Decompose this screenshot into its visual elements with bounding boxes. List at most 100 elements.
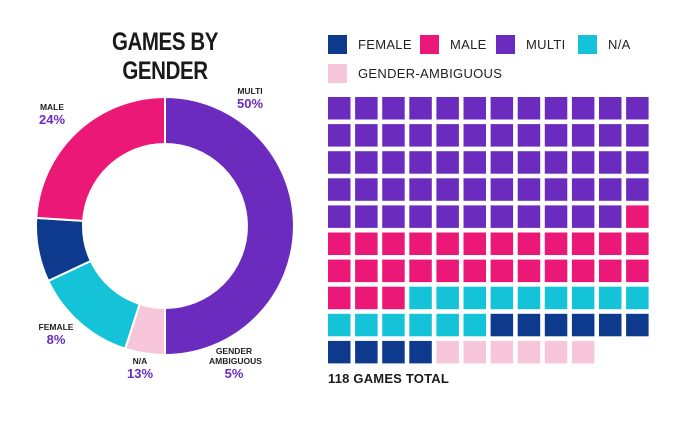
- waffle-cell-multi: [544, 151, 568, 174]
- donut-label-na-pct: 13%: [126, 366, 154, 381]
- donut-label-na: N/A 13%: [124, 356, 156, 381]
- waffle-cell-multi: [517, 151, 541, 174]
- legend-swatch-gender-ambiguous: [328, 63, 347, 83]
- waffle-cell-multi: [355, 178, 378, 201]
- waffle-cell-male: [328, 232, 351, 255]
- waffle-cell-multi: [544, 97, 568, 120]
- waffle-cell-multi: [517, 178, 541, 201]
- waffle-cell-gender-ambiguous: [436, 340, 459, 364]
- waffle-cell-male: [626, 259, 649, 283]
- waffle-cell-multi: [571, 124, 595, 147]
- waffle-cell-multi: [571, 97, 595, 120]
- legend-item-na: N/A: [578, 34, 631, 54]
- waffle-cell-multi: [436, 151, 459, 174]
- legend-item-gender-ambiguous: GENDER-AMBIGUOUS: [328, 63, 502, 83]
- donut-label-multi-name: MULTI: [237, 86, 263, 96]
- waffle-cell-multi: [599, 124, 622, 147]
- donut-label-na-name: N/A: [132, 356, 148, 366]
- waffle-cell-multi: [626, 178, 649, 201]
- waffle-cell-multi: [490, 97, 514, 120]
- waffle-cell-multi: [328, 205, 351, 228]
- waffle-cell-male: [409, 232, 432, 255]
- waffle-cell-multi: [490, 205, 514, 228]
- waffle-cell-multi: [463, 124, 486, 147]
- waffle-cell-male: [382, 259, 405, 283]
- waffle-cell-n-a: [409, 286, 432, 310]
- donut-label-female: FEMALE 8%: [34, 322, 78, 347]
- legend-swatch-na: [578, 34, 597, 54]
- donut-slice-multi: [164, 95, 295, 357]
- waffle-cell-male: [355, 259, 378, 283]
- waffle-cell-female: [571, 313, 595, 337]
- waffle-cell-multi: [626, 124, 649, 147]
- waffle-cell-multi: [436, 205, 459, 228]
- waffle-cell-male: [517, 232, 541, 255]
- waffle-cell-multi: [599, 178, 622, 201]
- legend-label-gender-ambiguous: GENDER-AMBIGUOUS: [358, 65, 503, 81]
- waffle-cell-female: [328, 340, 351, 364]
- waffle-cell-multi: [571, 151, 595, 174]
- legend-label-female: FEMALE: [358, 36, 412, 52]
- waffle-cell-multi: [544, 124, 568, 147]
- legend-label-na: N/A: [608, 36, 631, 52]
- waffle-cell-multi: [382, 124, 405, 147]
- donut-label-male-name: MALE: [39, 102, 65, 112]
- waffle-cell-multi: [571, 178, 595, 201]
- waffle-cell-female: [355, 340, 378, 364]
- waffle-cell-male: [463, 259, 486, 283]
- waffle-cell-multi: [490, 124, 514, 147]
- waffle-cell-male: [571, 259, 595, 283]
- waffle-cell-multi: [571, 205, 595, 228]
- legend-label-multi: MULTI: [526, 36, 566, 52]
- waffle-cell-multi: [626, 151, 649, 174]
- legend-swatch-multi: [496, 34, 515, 54]
- legend-item-female: FEMALE: [328, 34, 412, 54]
- waffle-cell-multi: [328, 124, 351, 147]
- waffle-cell-multi: [328, 97, 351, 120]
- waffle-cell-n-a: [599, 286, 622, 310]
- donut-label-male: MALE 24%: [34, 102, 70, 127]
- donut-chart: [35, 95, 295, 357]
- waffle-cell-multi: [382, 178, 405, 201]
- waffle-cell-multi: [409, 151, 432, 174]
- legend-item-multi: MULTI: [496, 34, 566, 54]
- waffle-cell-male: [544, 259, 568, 283]
- waffle-cell-n-a: [328, 313, 351, 337]
- waffle-cell-female: [409, 340, 432, 364]
- donut-label-gender-ambiguous-name: GENDER AMBIGUOUS: [209, 346, 262, 366]
- waffle-cell-gender-ambiguous: [544, 340, 568, 364]
- waffle-cell-male: [626, 205, 649, 228]
- waffle-cell-multi: [544, 178, 568, 201]
- waffle-cell-multi: [463, 151, 486, 174]
- donut-label-gender-ambiguous-pct: 5%: [224, 366, 244, 381]
- legend-label-male: MALE: [450, 36, 487, 52]
- waffle-cell-female: [544, 313, 568, 337]
- games-total-label: 118 GAMES TOTAL: [328, 371, 449, 386]
- waffle-cell-n-a: [626, 286, 649, 310]
- donut-label-multi-pct: 50%: [236, 96, 264, 111]
- waffle-cell-multi: [490, 151, 514, 174]
- waffle-cell-n-a: [436, 313, 459, 337]
- waffle-cell-male: [328, 259, 351, 283]
- waffle-cell-multi: [463, 178, 486, 201]
- waffle-cell-n-a: [463, 313, 486, 337]
- waffle-cell-gender-ambiguous: [490, 340, 514, 364]
- legend-item-male: MALE: [420, 34, 487, 54]
- waffle-cell-multi: [517, 124, 541, 147]
- waffle-cell-multi: [436, 124, 459, 147]
- waffle-cell-multi: [382, 205, 405, 228]
- waffle-cell-multi: [328, 178, 351, 201]
- waffle-cell-multi: [599, 97, 622, 120]
- donut-label-male-pct: 24%: [38, 112, 66, 127]
- waffle-cell-male: [409, 259, 432, 283]
- waffle-cell-male: [517, 259, 541, 283]
- waffle-cell-female: [382, 340, 405, 364]
- waffle-cell-n-a: [490, 286, 514, 310]
- waffle-cell-n-a: [382, 313, 405, 337]
- waffle-cell-multi: [382, 97, 405, 120]
- waffle-cell-multi: [544, 205, 568, 228]
- waffle-cell-multi: [409, 97, 432, 120]
- waffle-cell-male: [355, 286, 378, 310]
- waffle-cell-female: [490, 313, 514, 337]
